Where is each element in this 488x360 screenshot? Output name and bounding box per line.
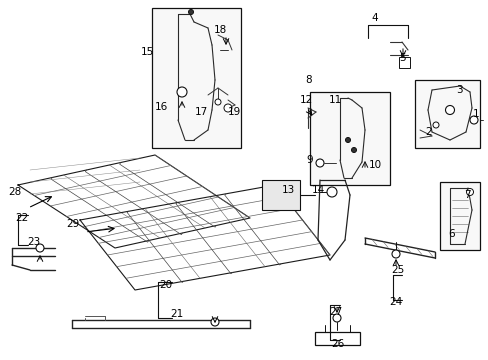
Circle shape (332, 314, 340, 322)
Text: 19: 19 (227, 107, 240, 117)
Circle shape (36, 244, 44, 252)
Bar (314, 332, 359, 345)
Text: 2: 2 (425, 127, 431, 137)
Text: 16: 16 (154, 102, 167, 112)
Circle shape (466, 189, 472, 195)
Text: 8: 8 (305, 75, 312, 85)
Text: 25: 25 (390, 265, 404, 275)
Text: 4: 4 (371, 13, 378, 23)
Text: 17: 17 (194, 107, 207, 117)
Circle shape (215, 99, 221, 105)
Text: 21: 21 (170, 309, 183, 319)
Circle shape (432, 122, 438, 128)
Bar (152, 8, 241, 148)
Text: 7: 7 (463, 190, 469, 200)
Text: 6: 6 (448, 229, 454, 239)
Circle shape (445, 105, 453, 114)
Text: 20: 20 (159, 280, 172, 290)
Circle shape (469, 116, 477, 124)
Text: 9: 9 (306, 155, 313, 165)
Circle shape (210, 318, 219, 326)
Text: 23: 23 (27, 237, 41, 247)
Circle shape (351, 148, 356, 153)
Text: 12: 12 (299, 95, 312, 105)
Circle shape (326, 187, 336, 197)
Text: 13: 13 (281, 185, 294, 195)
Bar (262, 180, 299, 210)
Circle shape (345, 138, 350, 143)
Text: 11: 11 (328, 95, 341, 105)
Text: 27: 27 (329, 307, 342, 317)
Circle shape (391, 250, 399, 258)
Text: 10: 10 (367, 160, 381, 170)
Circle shape (224, 104, 231, 112)
Bar (439, 182, 479, 250)
Circle shape (315, 159, 324, 167)
Bar (309, 92, 389, 185)
Text: 3: 3 (455, 85, 461, 95)
Text: 14: 14 (311, 185, 324, 195)
Text: 26: 26 (331, 339, 344, 349)
Text: 18: 18 (213, 25, 226, 35)
Bar (398, 57, 409, 68)
Text: 1: 1 (472, 109, 478, 119)
Text: 24: 24 (388, 297, 402, 307)
Text: 22: 22 (15, 213, 29, 223)
Text: 29: 29 (66, 219, 80, 229)
Circle shape (177, 87, 186, 97)
Bar (414, 80, 479, 148)
Circle shape (188, 9, 193, 14)
Text: 5: 5 (398, 53, 405, 63)
Text: 28: 28 (8, 187, 21, 197)
Text: 15: 15 (140, 47, 153, 57)
